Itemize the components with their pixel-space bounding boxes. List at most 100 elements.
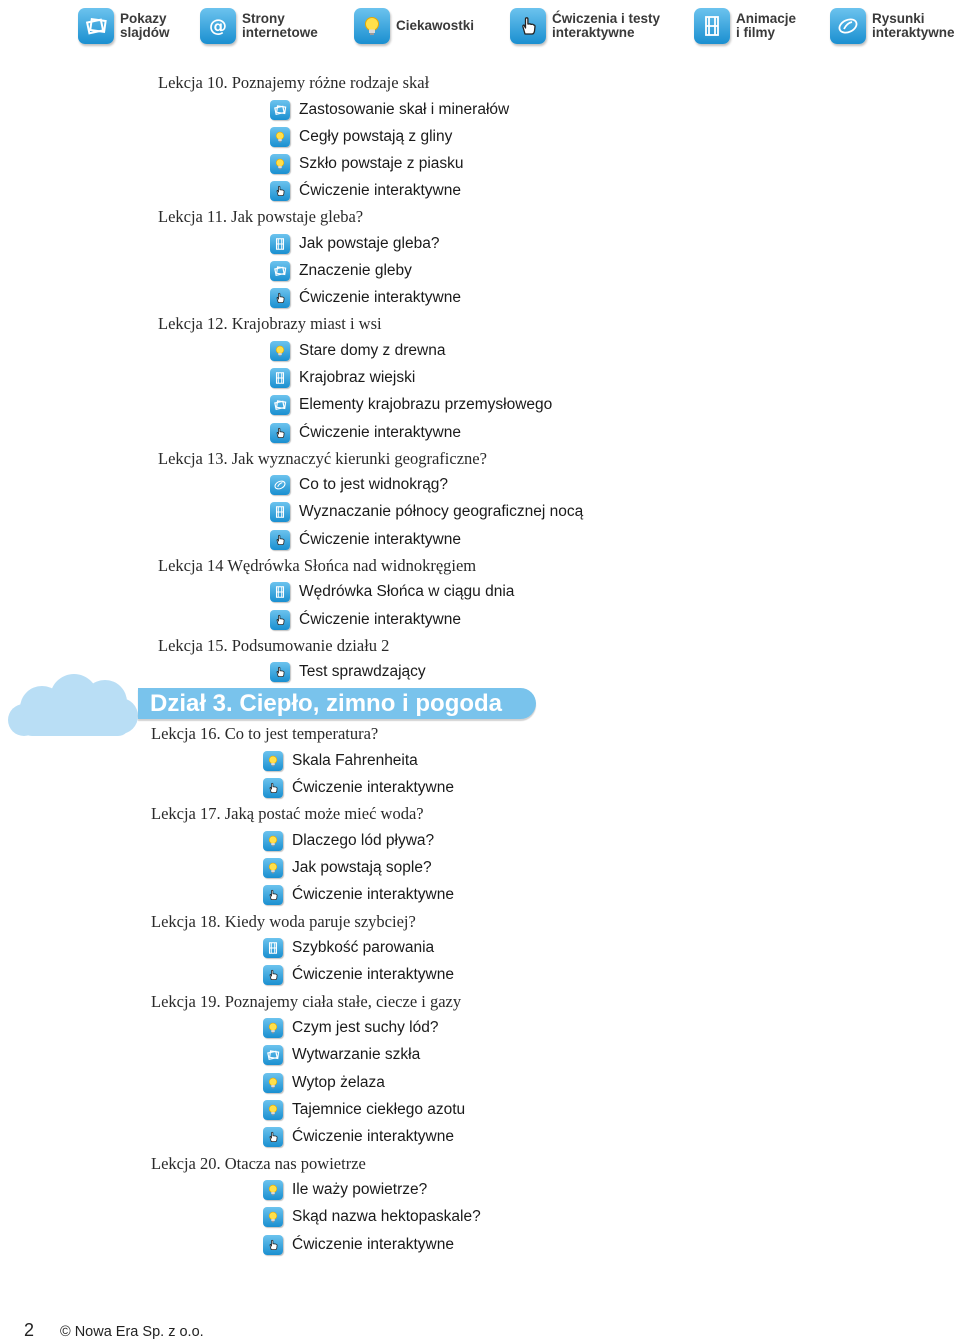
resource-label: Ćwiczenie interaktywne [299, 423, 461, 441]
hand-icon [270, 662, 290, 683]
resource-label: Elementy krajobrazu przemysłowego [299, 396, 553, 414]
resource-label: Ćwiczenie interaktywne [292, 886, 454, 904]
resource-link[interactable]: Czym jest suchy lód? [263, 1017, 438, 1039]
resource-link[interactable]: Test sprawdzający [270, 661, 426, 683]
lesson-title: Lekcja 12. Krajobrazy miast i wsi [158, 314, 382, 334]
resource-link[interactable]: Krajobraz wiejski [270, 367, 415, 389]
page-number: 2 [24, 1320, 35, 1340]
legend-label: Animacje i filmy [736, 11, 797, 40]
resource-label: Jak powstają sople? [292, 858, 432, 876]
resource-label: Ćwiczenie interaktywne [299, 530, 461, 548]
resource-label: Czym jest suchy lód? [292, 1019, 439, 1037]
legend-item: Animacje i filmy [694, 4, 796, 48]
resource-label: Skąd nazwa hektopaskale? [292, 1208, 481, 1226]
resource-label: Co to jest widnokrąg? [299, 476, 449, 494]
lesson-title: Lekcja 10. Poznajemy różne rodzaje skał [158, 73, 430, 92]
resource-link[interactable]: Ćwiczenie interaktywne [270, 609, 461, 631]
lesson-title: Lekcja 14 Wędrówka Słońca nad widnokręgi… [158, 555, 477, 575]
lesson-title: Lekcja 13. Jak wyznaczyć kierunki geogra… [158, 448, 487, 468]
svg-text:@: @ [209, 16, 227, 37]
resource-link[interactable]: Wyznaczanie północy geograficznej nocą [270, 501, 583, 523]
resource-link[interactable]: Wytwarzanie szkła [263, 1044, 420, 1066]
bulb-icon [354, 8, 390, 44]
hand-icon [263, 1127, 283, 1148]
resource-label: Skala Fahrenheita [292, 751, 418, 769]
film-icon [270, 502, 290, 523]
resource-link[interactable]: Wytop żelaza [263, 1072, 385, 1094]
resource-link[interactable]: Tajemnice ciekłego azotu [263, 1099, 465, 1121]
resource-link[interactable]: Co to jest widnokrąg? [270, 474, 448, 496]
resource-link[interactable]: Skąd nazwa hektopaskale? [263, 1206, 481, 1228]
resource-label: Test sprawdzający [299, 663, 426, 681]
resource-label: Wyznaczanie północy geograficznej nocą [299, 503, 584, 521]
lesson-title: Lekcja 11. Jak powstaje gleba? [158, 207, 364, 227]
legend-bar: Pokazy slajdów @ Strony internetowe Ciekawo… [0, 4, 960, 48]
hand-icon [270, 529, 290, 550]
legend-item: @ Strony internetowe [200, 4, 318, 48]
section-banner [138, 688, 536, 719]
hand-icon [263, 1234, 283, 1255]
bulb-icon [263, 1100, 283, 1120]
resource-label: Krajobraz wiejski [299, 369, 416, 387]
resource-link[interactable]: Znaczenie gleby [270, 260, 412, 282]
lesson-title: Lekcja 19. Poznajemy ciała stałe, ciecze… [151, 991, 462, 1011]
resource-link[interactable]: Jak powstaje gleba? [270, 233, 439, 255]
resource-link[interactable]: Cegły powstają z gliny [270, 126, 452, 148]
resource-link[interactable]: Dlaczego lód pływa? [263, 830, 434, 852]
film-icon [270, 582, 290, 603]
resource-link[interactable]: Ćwiczenie interaktywne [263, 1234, 454, 1256]
resource-link[interactable]: Jak powstają sople? [263, 857, 432, 879]
resource-link[interactable]: Ćwiczenie interaktywne [263, 777, 454, 799]
legend-label: Strony internetowe [242, 11, 318, 40]
at-icon: @ [200, 8, 236, 44]
hand-icon [270, 422, 290, 443]
legend-label: Ciekawostki [396, 18, 475, 33]
bulb-icon [263, 1207, 283, 1228]
resource-label: Stare domy z drewna [299, 341, 446, 359]
bulb-icon [263, 857, 283, 878]
resource-link[interactable]: Ile waży powietrze? [263, 1179, 427, 1201]
resource-link[interactable]: Elementy krajobrazu przemysłowego [270, 394, 552, 416]
drawing-icon [270, 475, 290, 496]
resource-label: Znaczenie gleby [299, 262, 412, 279]
resource-label: Ćwiczenie interaktywne [299, 610, 461, 628]
resource-link[interactable]: Szybkość parowania [263, 937, 434, 959]
bulb-icon [263, 1072, 283, 1093]
bulb-icon [263, 1180, 283, 1201]
film-icon [270, 368, 290, 389]
resource-link[interactable]: Skala Fahrenheita [263, 750, 418, 772]
resource-label: Dlaczego lód pływa? [292, 831, 435, 849]
resource-link[interactable]: Ćwiczenie interaktywne [263, 1126, 454, 1148]
resource-link[interactable]: Ćwiczenie interaktywne [270, 422, 461, 444]
resource-link[interactable]: Ćwiczenie interaktywne [270, 287, 461, 309]
legend-label: Ćwiczenia i testy interaktywne [552, 11, 661, 40]
legend-item: Ćwiczenia i testy interaktywne [510, 4, 660, 48]
resource-link[interactable]: Ćwiczenie interaktywne [263, 964, 454, 986]
cloud-decoration [8, 674, 138, 736]
lesson-title: Lekcja 18. Kiedy woda paruje szybciej? [151, 911, 416, 931]
lesson-title: Lekcja 17. Jaką postać może mieć woda? [151, 804, 424, 824]
resource-label: Jak powstaje gleba? [299, 234, 440, 252]
legend-label: Rysunki interaktywne [872, 11, 955, 40]
resource-label: Ćwiczenie interaktywne [292, 966, 454, 984]
bulb-icon [270, 340, 290, 361]
film-icon [263, 938, 283, 958]
resource-link[interactable]: Wędrówka Słońca w ciągu dnia [270, 581, 514, 603]
resource-link[interactable]: Stare domy z drewna [270, 340, 445, 362]
resource-label: Szkło powstaje z piasku [299, 154, 464, 172]
drawing-icon [830, 8, 866, 44]
bulb-icon [263, 830, 283, 851]
resource-link[interactable]: Szkło powstaje z piasku [270, 153, 464, 175]
resource-link[interactable]: Zastosowanie skał i minerałów [270, 99, 509, 121]
lesson-title: Lekcja 15. Podsumowanie działu 2 [158, 635, 390, 655]
hand-icon [270, 181, 290, 202]
legend-item: Ciekawostki [354, 4, 474, 48]
resource-label: Wytwarzanie szkła [292, 1046, 421, 1064]
bulb-icon [270, 153, 290, 174]
slides-icon [263, 1045, 283, 1066]
bulb-icon [263, 1018, 283, 1039]
resource-link[interactable]: Ćwiczenie interaktywne [263, 884, 454, 906]
resource-link[interactable]: Ćwiczenie interaktywne [270, 180, 461, 202]
resource-label: Ćwiczenie interaktywne [292, 778, 454, 796]
resource-link[interactable]: Ćwiczenie interaktywne [270, 529, 461, 551]
